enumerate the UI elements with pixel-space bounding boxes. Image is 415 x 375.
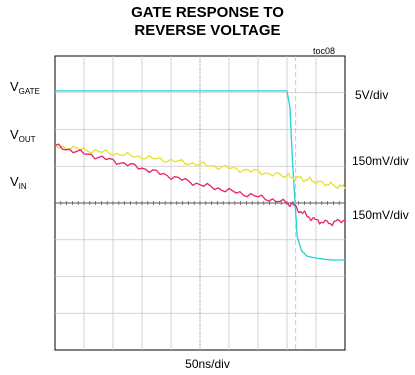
chart-title-line2: REVERSE VOLTAGE — [134, 22, 281, 39]
vgate-label: VGATE — [10, 79, 40, 96]
vgate-label-main: V — [10, 79, 19, 94]
chart-title-line1: GATE RESPONSE TO — [131, 4, 284, 21]
trace-v-in — [54, 143, 346, 227]
vin-scale: 150mV/div — [352, 208, 409, 222]
vin-label-main: V — [10, 174, 19, 189]
x-axis-label: 50ns/div — [185, 357, 230, 371]
vgate-scale: 5V/div — [355, 88, 389, 102]
vout-label: VOUT — [10, 127, 36, 144]
vout-label-sub: OUT — [18, 135, 36, 144]
vin-label: VIN — [10, 174, 27, 191]
vout-scale: 150mV/div — [352, 154, 409, 168]
vgate-label-sub: GATE — [18, 87, 40, 96]
vin-label-sub: IN — [18, 182, 27, 191]
trace-v-gate — [55, 90, 345, 261]
toc-label: toc08 — [313, 46, 336, 56]
trace-v-out — [54, 144, 346, 190]
vout-label-main: V — [10, 127, 19, 142]
